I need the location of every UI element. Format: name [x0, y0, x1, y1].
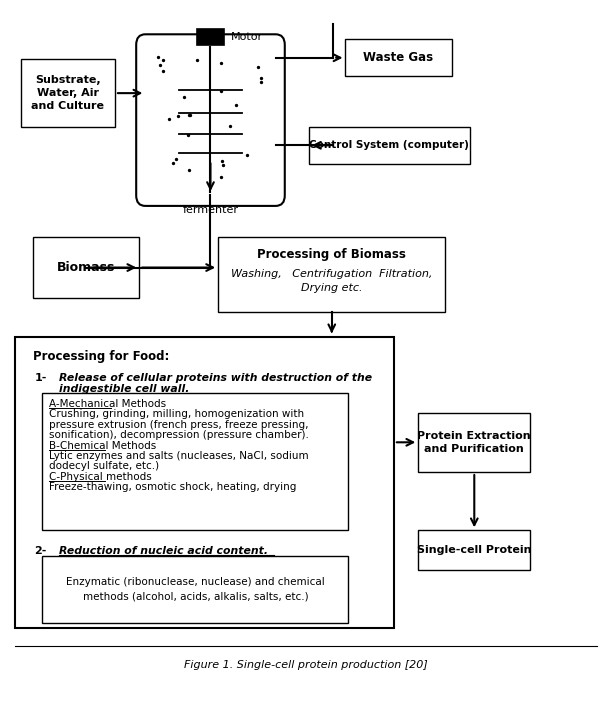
Text: 1-: 1-: [34, 373, 47, 383]
FancyBboxPatch shape: [42, 393, 348, 530]
Text: indigestible cell wall.: indigestible cell wall.: [59, 385, 189, 395]
Text: Crushing, grinding, milling, homogenization with: Crushing, grinding, milling, homogenizat…: [50, 409, 305, 419]
FancyBboxPatch shape: [418, 412, 531, 472]
Text: 2-: 2-: [34, 546, 47, 556]
FancyBboxPatch shape: [197, 30, 224, 44]
Text: methods (alcohol, acids, alkalis, salts, etc.): methods (alcohol, acids, alkalis, salts,…: [83, 592, 308, 602]
Text: Processing of Biomass: Processing of Biomass: [257, 248, 406, 261]
Text: Substrate,
Water, Air
and Culture: Substrate, Water, Air and Culture: [31, 76, 105, 111]
Text: sonification), decompression (pressure chamber).: sonification), decompression (pressure c…: [50, 430, 309, 441]
FancyBboxPatch shape: [345, 40, 452, 76]
Text: Freeze-thawing, osmotic shock, heating, drying: Freeze-thawing, osmotic shock, heating, …: [50, 482, 297, 492]
FancyBboxPatch shape: [418, 530, 531, 570]
Text: Figure 1. Single-cell protein production [20]: Figure 1. Single-cell protein production…: [184, 659, 428, 670]
Text: Single-cell Protein: Single-cell Protein: [417, 545, 532, 555]
Text: Reduction of nucleic acid content.: Reduction of nucleic acid content.: [59, 546, 267, 556]
Text: Motor: Motor: [231, 32, 263, 42]
Text: A-Mechanical Methods: A-Mechanical Methods: [50, 399, 166, 409]
FancyBboxPatch shape: [21, 59, 115, 128]
Text: pressure extrusion (french press, freeze pressing,: pressure extrusion (french press, freeze…: [50, 420, 309, 430]
Text: Control System (computer): Control System (computer): [310, 140, 469, 150]
Text: B-Chemical Methods: B-Chemical Methods: [50, 441, 157, 450]
Text: Lytic enzymes and salts (nucleases, NaCl, sodium: Lytic enzymes and salts (nucleases, NaCl…: [50, 451, 309, 461]
FancyBboxPatch shape: [218, 237, 446, 312]
FancyBboxPatch shape: [15, 337, 394, 628]
Text: fermenter: fermenter: [182, 205, 239, 215]
Text: Release of cellular proteins with destruction of the: Release of cellular proteins with destru…: [59, 373, 371, 383]
FancyBboxPatch shape: [42, 556, 348, 623]
Text: Processing for Food:: Processing for Food:: [33, 350, 170, 363]
Text: Washing,   Centrifugation  Filtration,
Drying etc.: Washing, Centrifugation Filtration, Dryi…: [231, 269, 433, 293]
FancyBboxPatch shape: [136, 35, 285, 206]
Text: Biomass: Biomass: [57, 261, 115, 274]
Text: C-Physical methods: C-Physical methods: [50, 472, 152, 481]
Text: Protein Extraction
and Purification: Protein Extraction and Purification: [417, 431, 531, 454]
Text: Waste Gas: Waste Gas: [364, 52, 433, 64]
FancyBboxPatch shape: [309, 127, 470, 164]
FancyBboxPatch shape: [33, 237, 139, 299]
Text: Enzymatic (ribonuclease, nuclease) and chemical: Enzymatic (ribonuclease, nuclease) and c…: [66, 578, 325, 587]
Text: dodecyl sulfate, etc.): dodecyl sulfate, etc.): [50, 461, 160, 472]
